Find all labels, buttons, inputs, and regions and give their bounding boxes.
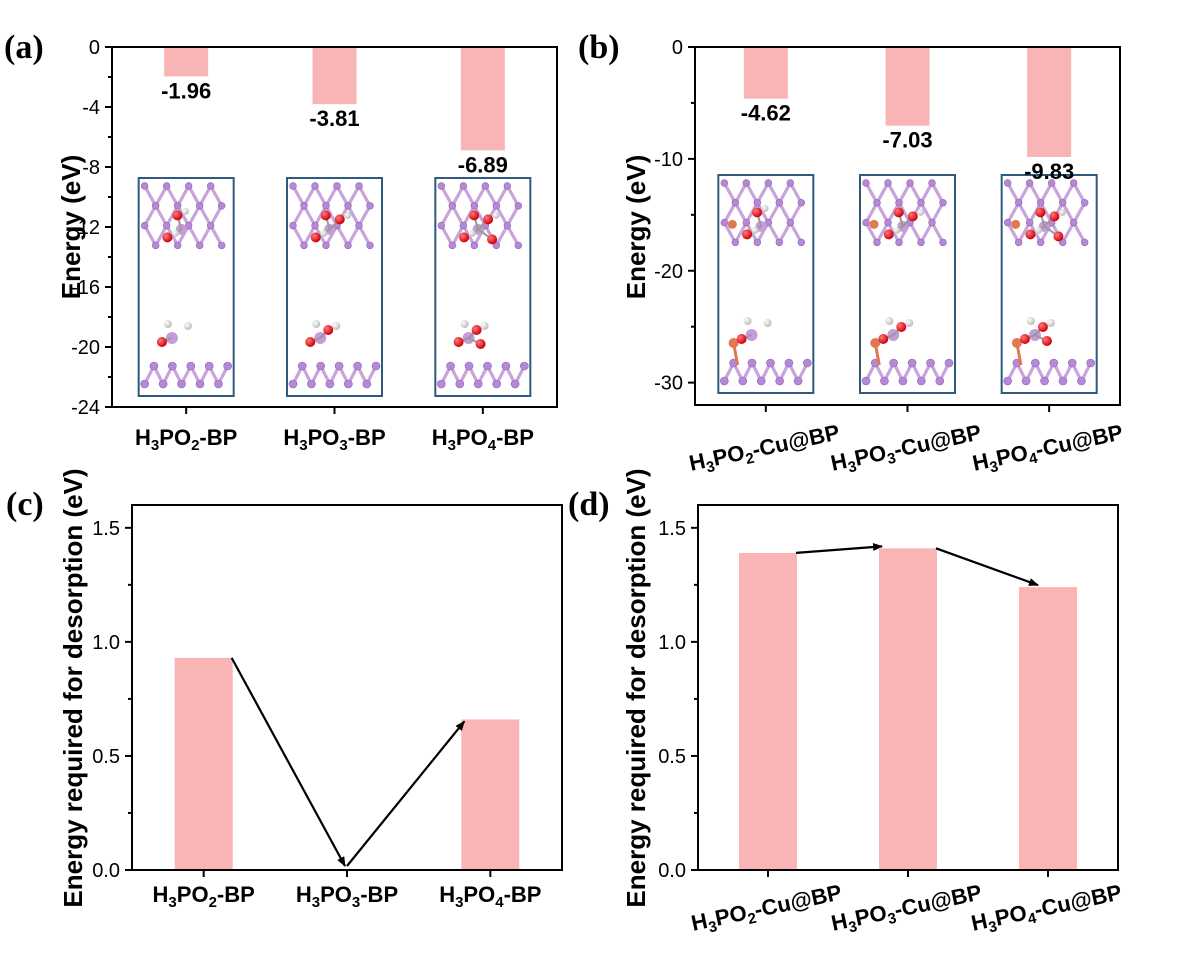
bar (460, 47, 505, 151)
bar (739, 552, 797, 870)
y-tick-label: -20 (71, 337, 100, 359)
molecule-top-view (459, 210, 500, 245)
adsorption-structure-inset (859, 174, 956, 394)
y-tick-label: -4 (82, 97, 100, 119)
y-tick-label: -30 (654, 373, 683, 395)
y-tick-label: 1.5 (92, 518, 120, 540)
trend-arrow (795, 543, 883, 555)
adsorption-structure-inset (286, 177, 383, 397)
y-axis-title: Energy (eV) (621, 155, 651, 300)
y-axis-title: Energy required for desorption (eV) (58, 468, 88, 907)
trend-arrow (346, 720, 466, 867)
panel-label: (d) (568, 486, 610, 523)
y-tick-label: 1.0 (92, 632, 120, 654)
bar (1019, 587, 1077, 870)
bar (312, 47, 357, 105)
data-label: -7.03 (882, 128, 932, 153)
bp-chain-side-view (861, 358, 954, 386)
panel-d: (d) Energy required for desorption (eV) 0.… (568, 468, 1125, 940)
molecule-side-view (305, 320, 341, 347)
data-label: -6.89 (458, 152, 508, 177)
molecule-side-view (1011, 317, 1055, 366)
bp-chain-side-view (140, 361, 232, 389)
molecule-side-view (453, 320, 489, 349)
category-label: H3PO2-BP (135, 425, 237, 454)
bar (461, 719, 520, 870)
trend-arrow (230, 657, 346, 867)
bar (743, 47, 788, 99)
panel-a: (a) Energy (eV) -1.96 -3.81 -6.89 0 -4 -8 -12 -16… (4, 29, 558, 454)
data-label: -9.83 (1024, 159, 1074, 184)
panel-label: (a) (4, 29, 44, 66)
molecule-top-view (742, 204, 769, 240)
category-label: H3PO2-Cu@BP (687, 420, 843, 480)
panel-label: (b) (578, 29, 620, 66)
y-tick-label: 0 (89, 37, 100, 59)
molecule-top-view (162, 207, 189, 243)
panel-c: (c) Energy required for desorption (eV) 0.… (6, 468, 563, 911)
bp-chain-side-view (1003, 358, 1095, 386)
trend-arrow (935, 547, 1039, 587)
y-tick-label: -12 (71, 217, 100, 239)
bar (1027, 47, 1072, 157)
panel-b: (b) Energy (eV) -4.62 -7.03 -9.83 0 -10 -20 -30 H… (578, 29, 1126, 480)
category-label: H3PO4-BP (439, 882, 541, 911)
data-label: -1.96 (161, 78, 211, 103)
bp-lattice-top-view (140, 182, 226, 250)
bp-lattice-top-view (437, 182, 523, 250)
y-tick-label: -16 (71, 277, 100, 299)
panel-label: (c) (6, 486, 44, 523)
molecule-side-view (870, 317, 914, 366)
y-tick-label: -8 (82, 157, 100, 179)
y-tick-label: -24 (71, 397, 100, 419)
bp-chain-side-view (437, 361, 529, 389)
bar (885, 47, 930, 126)
y-tick-label: 0.0 (658, 860, 686, 882)
y-tick-label: 1.5 (658, 518, 686, 540)
molecule-side-view (728, 317, 772, 366)
y-tick-label: 0 (672, 37, 683, 59)
adsorption-structure-inset (1000, 174, 1098, 394)
copper-atom (727, 219, 737, 229)
bp-lattice-top-view (289, 182, 374, 250)
bp-chain-side-view (720, 358, 812, 386)
category-label: H3PO3-Cu@BP (828, 420, 984, 480)
molecule-top-view (310, 210, 352, 243)
category-label: H3PO2-BP (153, 882, 255, 911)
category-label: H3PO3-BP (283, 425, 385, 454)
y-tick-label: 0.0 (92, 860, 120, 882)
molecule-side-view (156, 320, 192, 347)
bar (174, 657, 233, 870)
y-tick-label: 1.0 (658, 632, 686, 654)
molecule-top-view (883, 207, 925, 240)
bar (164, 47, 209, 77)
category-label: H3PO4-Cu@BP (970, 420, 1126, 480)
adsorption-structure-inset (434, 177, 532, 397)
copper-atom (869, 219, 879, 229)
category-label: H3PO2-Cu@BP (689, 880, 845, 940)
adsorption-structure-inset (717, 174, 815, 394)
category-label: H3PO4-BP (432, 425, 534, 454)
bp-chain-side-view (288, 361, 381, 389)
y-tick-label: 0.5 (658, 746, 686, 768)
bp-lattice-top-view (720, 179, 806, 247)
category-label: H3PO4-Cu@BP (969, 880, 1125, 940)
adsorption-structure-inset (137, 177, 235, 397)
y-tick-label: 0.5 (92, 746, 120, 768)
y-axis-title: Energy required for desorption (eV) (621, 468, 651, 907)
data-label: -4.62 (741, 101, 791, 126)
copper-atom (1011, 219, 1021, 229)
category-label: H3PO3-BP (296, 882, 398, 911)
bp-lattice-top-view (1003, 179, 1089, 247)
molecule-top-view (1025, 207, 1066, 242)
bar (879, 548, 937, 870)
y-tick-label: -10 (654, 149, 683, 171)
y-axis-title: Energy (eV) (56, 155, 86, 300)
y-tick-label: -20 (654, 261, 683, 283)
category-label: H3PO3-Cu@BP (829, 880, 985, 940)
data-label: -3.81 (309, 106, 359, 131)
